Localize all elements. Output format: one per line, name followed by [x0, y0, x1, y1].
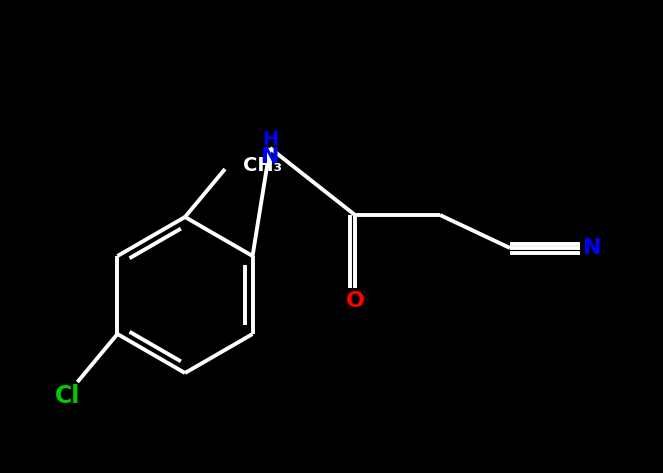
Text: CH₃: CH₃	[243, 156, 282, 175]
Text: N: N	[261, 147, 279, 167]
Text: H: H	[262, 130, 278, 149]
Text: N: N	[583, 238, 601, 258]
Text: O: O	[345, 291, 365, 311]
Text: Cl: Cl	[55, 384, 80, 408]
